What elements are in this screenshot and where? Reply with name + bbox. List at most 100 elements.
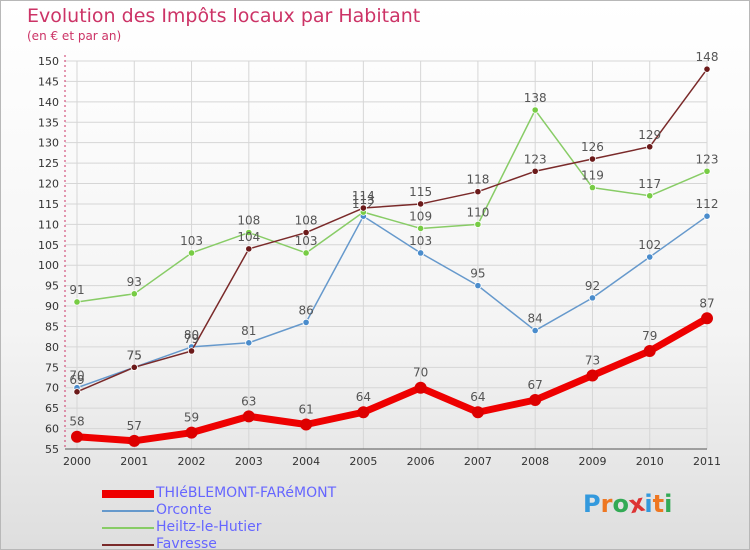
data-point xyxy=(531,106,539,114)
data-point xyxy=(471,406,484,419)
data-label: 80 xyxy=(184,328,199,342)
data-point xyxy=(586,369,599,382)
y-tick-label: 135 xyxy=(38,116,59,129)
data-label: 81 xyxy=(241,324,256,338)
data-point xyxy=(417,224,425,233)
data-label: 123 xyxy=(696,152,719,166)
data-label: 112 xyxy=(696,197,719,211)
data-label: 113 xyxy=(352,193,375,207)
data-point xyxy=(245,228,253,237)
data-label: 138 xyxy=(524,91,547,105)
data-label: 59 xyxy=(184,411,199,425)
y-tick-label: 90 xyxy=(45,300,59,313)
data-label: 95 xyxy=(470,267,485,281)
y-tick-label: 75 xyxy=(45,361,59,374)
y-tick-label: 150 xyxy=(38,55,59,68)
data-point xyxy=(185,426,198,439)
data-point xyxy=(300,418,313,431)
y-tick-label: 105 xyxy=(38,239,59,252)
chart-subtitle: (en € et par an) xyxy=(27,29,122,43)
data-point xyxy=(474,188,482,196)
data-point xyxy=(130,363,138,371)
data-point xyxy=(701,312,713,325)
data-label: 118 xyxy=(466,173,489,187)
data-point xyxy=(245,339,253,347)
series-line-heiltz-le-hutier xyxy=(76,109,708,303)
data-label: 58 xyxy=(69,415,84,429)
data-point xyxy=(302,318,310,326)
data-label: 129 xyxy=(638,128,661,142)
x-tick-label: 2005 xyxy=(349,455,377,468)
data-label: 92 xyxy=(585,279,600,293)
data-point xyxy=(417,200,425,208)
data-point xyxy=(187,347,196,355)
legend-swatch xyxy=(102,544,154,546)
data-point xyxy=(474,220,482,228)
y-tick-label: 60 xyxy=(45,423,59,436)
y-tick-label: 80 xyxy=(45,341,59,354)
data-label: 64 xyxy=(470,390,485,404)
data-point xyxy=(359,204,367,212)
data-point xyxy=(417,249,425,257)
data-label: 93 xyxy=(127,275,142,289)
series-line-thieblemont-faremont xyxy=(76,315,709,445)
data-point xyxy=(414,381,427,394)
x-tick-label: 2004 xyxy=(292,455,320,468)
data-point xyxy=(242,410,255,423)
y-tick-label: 100 xyxy=(38,259,59,272)
legend-swatch xyxy=(102,490,154,498)
data-label: 67 xyxy=(528,378,543,392)
y-tick-label: 65 xyxy=(45,402,59,415)
data-point xyxy=(357,406,370,419)
series-line-orconte xyxy=(76,215,708,389)
y-tick-label: 120 xyxy=(38,178,59,191)
data-point xyxy=(646,143,654,151)
legend-label: THIéBLEMONT-FARéMONT xyxy=(156,485,337,501)
data-label: 69 xyxy=(69,373,84,387)
data-label: 70 xyxy=(413,366,428,380)
data-label: 103 xyxy=(409,234,432,248)
y-tick-label: 125 xyxy=(38,157,59,170)
data-point xyxy=(474,282,482,290)
data-point xyxy=(128,434,141,447)
legend-swatch xyxy=(102,527,154,529)
x-tick-label: 2011 xyxy=(693,455,721,468)
x-tick-label: 2002 xyxy=(178,455,206,468)
data-label: 84 xyxy=(528,312,543,326)
data-point xyxy=(71,430,83,443)
data-label: 117 xyxy=(638,177,661,191)
x-tick-label: 2007 xyxy=(464,455,492,468)
data-label: 79 xyxy=(184,332,199,346)
y-tick-label: 130 xyxy=(38,137,59,150)
data-point xyxy=(531,326,539,335)
data-label: 119 xyxy=(581,169,604,183)
data-point xyxy=(643,344,656,357)
x-tick-label: 2001 xyxy=(120,455,148,468)
x-tick-label: 2006 xyxy=(407,455,435,468)
series-line-favresse xyxy=(76,68,708,393)
chart-title: Evolution des Impôts locaux par Habitant xyxy=(27,5,421,27)
data-label: 115 xyxy=(409,185,432,199)
y-tick-label: 115 xyxy=(38,198,59,211)
data-point xyxy=(646,253,654,261)
data-label: 73 xyxy=(585,353,600,367)
data-label: 75 xyxy=(127,348,142,362)
data-label: 64 xyxy=(356,390,371,404)
y-tick-label: 95 xyxy=(45,280,59,293)
data-label: 63 xyxy=(241,394,256,408)
data-point xyxy=(531,167,539,175)
y-tick-label: 70 xyxy=(45,382,59,395)
x-tick-label: 2009 xyxy=(578,455,606,468)
data-point xyxy=(245,245,253,253)
legend-label: Orconte xyxy=(156,502,212,518)
data-label: 103 xyxy=(295,234,318,248)
data-label: 108 xyxy=(237,214,260,228)
data-label: 108 xyxy=(295,214,318,228)
data-point xyxy=(588,294,597,302)
data-point xyxy=(130,290,138,298)
data-label: 114 xyxy=(352,189,375,203)
data-point xyxy=(187,249,196,257)
data-label: 109 xyxy=(409,209,432,223)
data-point xyxy=(703,167,711,175)
proxiti-logo: Proxiti xyxy=(583,488,673,520)
